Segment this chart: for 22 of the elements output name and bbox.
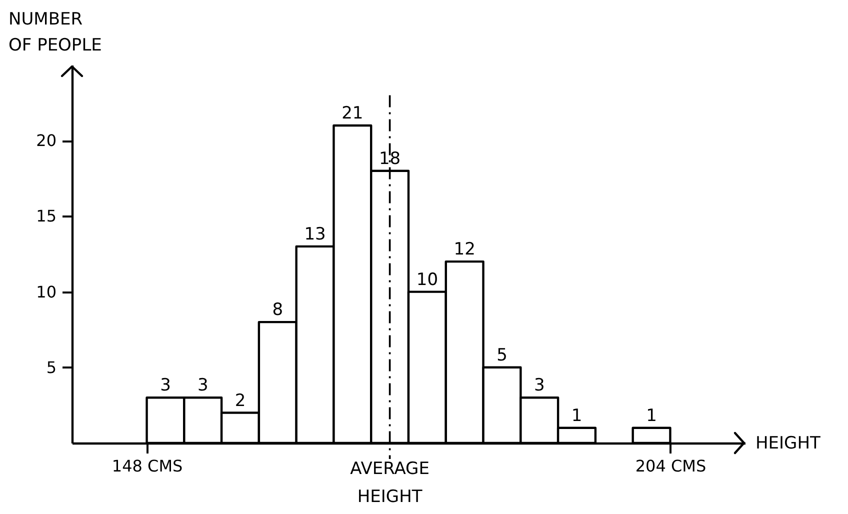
data-label: 18 <box>378 148 401 169</box>
data-label: 3 <box>160 376 171 396</box>
data-label: 1 <box>646 406 657 426</box>
y-tick-label: 15 <box>36 206 56 226</box>
data-label: 3 <box>534 376 545 396</box>
x-axis-title: HEIGHT <box>756 434 821 454</box>
y-axis-title: NUMBER OF PEOPLE <box>8 10 102 56</box>
data-label: 10 <box>416 270 438 290</box>
y-tick-label: 10 <box>36 282 56 302</box>
x-tick-label: 204 CMS <box>635 456 706 476</box>
y-tick-label: 5 <box>46 358 56 377</box>
data-label: 2 <box>234 390 246 411</box>
ref-line-label: AVERAGE HEIGHT <box>350 459 430 507</box>
y-tick-label: 20 <box>36 131 56 150</box>
data-label: 13 <box>304 224 326 244</box>
data-label: 3 <box>197 376 208 396</box>
x-tick-label: 148 CMS <box>112 456 183 476</box>
data-label: 5 <box>496 345 508 366</box>
data-label: 12 <box>454 240 476 260</box>
data-label: 21 <box>342 103 364 124</box>
data-label: 8 <box>272 300 284 320</box>
data-label: 1 <box>571 406 582 426</box>
